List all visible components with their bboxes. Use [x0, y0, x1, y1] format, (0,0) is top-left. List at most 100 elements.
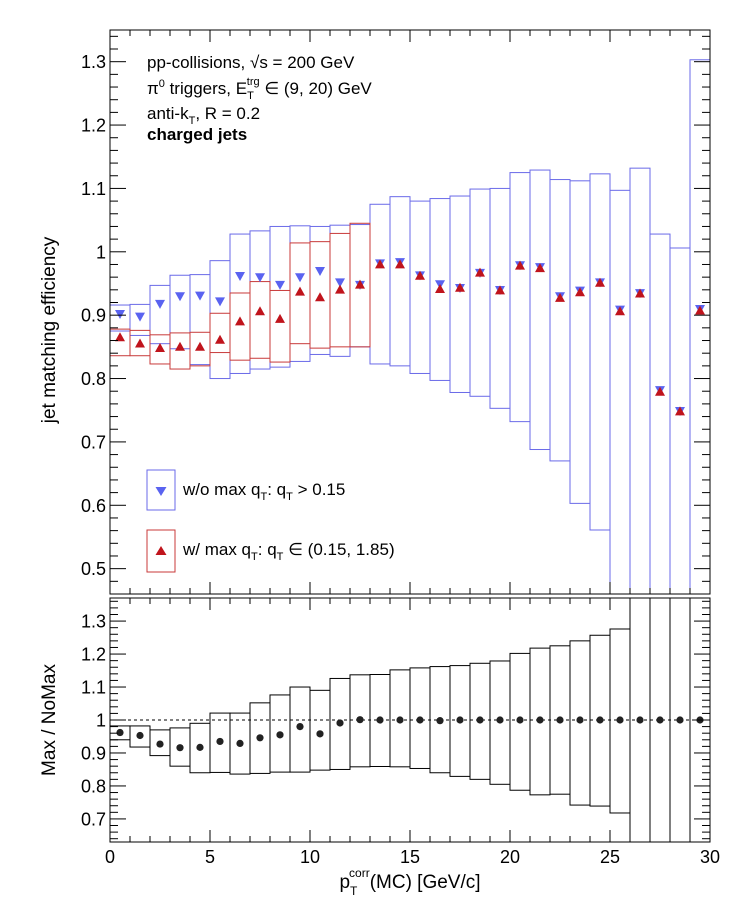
top-marker-series0-point7 [255, 273, 265, 283]
top-marker-series1-point21 [535, 263, 545, 273]
bottom-marker-series0-point7 [256, 734, 264, 742]
legend-entry-without-max: w/o max qT: qT > 0.15 [146, 469, 345, 511]
top-sys-box-series1-bin7 [249, 281, 271, 359]
bottom-x-tick-label: 30 [700, 847, 720, 867]
bottom-marker-series0-point28 [676, 716, 684, 724]
bottom-marker-series0-point4 [196, 743, 204, 751]
bottom-sys-box-series0-bin29 [689, 598, 710, 842]
top-plot-area [110, 59, 710, 594]
bottom-marker-series0-point17 [456, 716, 464, 724]
bottom-marker-series0-point26 [636, 716, 644, 724]
legend-label-with-max: w/ max qT: qT ∈ (0.15, 1.85) [182, 540, 395, 563]
bottom-x-tick-label: 15 [400, 847, 420, 867]
top-marker-series1-point17 [455, 282, 465, 292]
top-sys-box-series0-bin26 [629, 167, 651, 594]
top-sys-box-series0-bin6 [229, 233, 251, 374]
bottom-y-tick-label: 0.7 [81, 809, 106, 829]
bottom-x-tick-label: 25 [600, 847, 620, 867]
top-marker-series1-point0 [115, 332, 125, 342]
top-sys-box-series0-bin4 [189, 274, 211, 366]
top-y-tick-label: 1.3 [81, 52, 106, 72]
top-marker-series1-point16 [435, 284, 445, 294]
top-marker-series0-point3 [175, 292, 185, 302]
bottom-marker-series0-point16 [436, 717, 444, 725]
top-marker-series0-point4 [195, 291, 205, 301]
top-y-axis-title: jet matching efficiency [39, 236, 60, 424]
top-sys-box-series0-bin19 [489, 187, 511, 409]
top-marker-series0-point10 [315, 266, 325, 276]
bottom-marker-series0-point3 [176, 744, 184, 752]
annotation-collisions: pp-collisions, √s = 200 GeV [147, 53, 355, 72]
top-sys-box-series1-bin6 [229, 292, 251, 361]
bottom-sys-box-series0-bin10 [309, 689, 331, 771]
top-marker-series0-point11 [335, 278, 345, 288]
bottom-marker-series0-point27 [656, 716, 664, 724]
top-y-tick-label: 1 [96, 242, 106, 262]
bottom-marker-series0-point1 [136, 731, 144, 740]
top-sys-box-series1-bin12 [349, 222, 371, 348]
top-marker-series1-point1 [135, 338, 145, 348]
bottom-y-tick-label: 0.9 [81, 743, 106, 763]
top-sys-box-series0-bin17 [449, 195, 471, 393]
annotation-algorithm: anti-kT, R = 0.2 [147, 104, 260, 127]
top-marker-series1-point13 [375, 259, 385, 269]
top-marker-series1-point7 [255, 306, 265, 316]
top-sys-box-series1-bin8 [269, 289, 291, 363]
bottom-x-tick-label: 10 [300, 847, 320, 867]
top-marker-series1-point15 [415, 270, 425, 280]
top-marker-series1-point26 [635, 288, 645, 298]
top-sys-box-series0-bin21 [529, 169, 551, 451]
bottom-marker-series0-point5 [216, 737, 224, 746]
annotation-block: pp-collisions, √s = 200 GeV π0 triggers,… [147, 53, 372, 144]
top-sys-box-series0-bin18 [469, 188, 491, 397]
top-panel: 0.5 0.6 0.7 0.8 0.9 1 1.1 1.2 1.3 [81, 29, 711, 595]
top-marker-series1-point27 [655, 386, 665, 396]
top-sys-box-series0-bin15 [409, 200, 431, 374]
top-marker-series1-point4 [195, 341, 205, 351]
bottom-x-tick-label: 0 [105, 847, 115, 867]
top-sys-box-series0-bin27 [649, 233, 671, 594]
bottom-panel: 0.7 0.8 0.9 1 1.1 1.2 1.3 0 5 10 15 20 25 30 [81, 597, 720, 867]
top-marker-series1-point2 [155, 342, 165, 352]
top-marker-series0-point1 [135, 312, 145, 322]
top-marker-series0-point5 [215, 297, 225, 307]
top-marker-series1-point25 [615, 306, 625, 316]
top-sys-box-series0-bin25 [609, 189, 631, 594]
top-sys-box-series0-bin29 [689, 59, 710, 594]
legend-box-with-max [146, 529, 176, 573]
top-sys-box-series0-bin20 [509, 172, 531, 423]
bottom-marker-series0-point11 [336, 719, 344, 727]
top-y-tick-label: 1.2 [81, 116, 106, 136]
bottom-y-tick-label: 1.2 [81, 645, 106, 665]
bottom-x-tick-label: 5 [205, 847, 215, 867]
top-marker-series1-point5 [215, 334, 225, 344]
legend-entry-with-max: w/ max qT: qT ∈ (0.15, 1.85) [146, 529, 395, 573]
top-y-tick-label: 0.8 [81, 369, 106, 389]
bottom-marker-series0-point0 [116, 728, 124, 737]
top-sys-box-series0-bin23 [569, 180, 591, 504]
bottom-y-tick-label: 1.3 [81, 612, 106, 632]
top-marker-series1-point24 [595, 277, 605, 287]
legend-label-without-max: w/o max qT: qT > 0.15 [182, 480, 345, 503]
top-marker-series1-point19 [495, 285, 505, 295]
top-sys-box-series0-bin5 [209, 260, 231, 380]
bottom-marker-series0-point25 [616, 716, 624, 724]
bottom-y-tick-label: 1.1 [81, 678, 106, 698]
top-y-tick-label: 0.7 [81, 432, 106, 452]
bottom-y-tick-label: 0.8 [81, 776, 106, 796]
annotation-triggers: π0 triggers, ETtrg ∈ (9, 20) GeV [147, 76, 372, 102]
bottom-marker-series0-point10 [316, 730, 324, 738]
bottom-marker-series0-point21 [536, 716, 544, 724]
bottom-marker-series0-point22 [556, 716, 564, 724]
bottom-marker-series0-point19 [496, 716, 504, 724]
bottom-y-axis-title: Max / NoMax [39, 664, 60, 776]
top-sys-box-series0-bin7 [249, 230, 271, 370]
x-axis-title: pTcorr(MC) [GeV/c] [339, 866, 480, 898]
top-marker-series0-point8 [275, 280, 285, 290]
top-marker-series1-point8 [275, 313, 285, 323]
top-marker-series1-point10 [315, 292, 325, 302]
top-y-tick-label: 0.6 [81, 496, 106, 516]
top-marker-series1-point14 [395, 259, 405, 269]
top-sys-box-series0-bin8 [269, 225, 291, 368]
top-marker-series0-point6 [235, 272, 245, 282]
